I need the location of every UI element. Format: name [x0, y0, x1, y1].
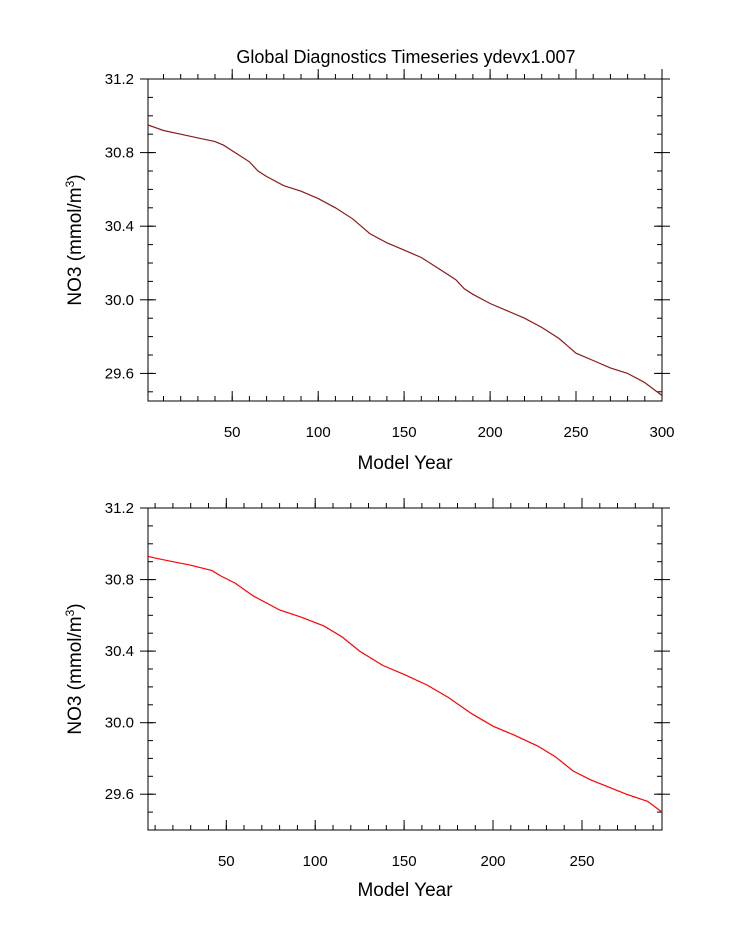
x-tick-label: 50: [218, 853, 235, 870]
chart-title: Global Diagnostics Timeseries ydevx1.007: [236, 47, 575, 67]
y-tick-label: 31.2: [105, 71, 134, 88]
x-tick-label: 150: [392, 424, 417, 441]
y-axis-label-close: ): [65, 603, 86, 609]
x-tick-label: 200: [480, 853, 505, 870]
tick-labels: 50 100 150 200 250 300 29.6 30.0 30.4 30.8 31.2: [105, 71, 675, 441]
axis-ticks: [140, 69, 670, 401]
plot-frame: [147, 507, 663, 831]
y-tick-label: 30.4: [105, 643, 134, 660]
y-axis-label: NO3 (mmol/m3): [63, 174, 86, 305]
series-group: [147, 555, 663, 813]
series-group: [147, 124, 663, 396]
y-tick-label: 29.6: [105, 365, 134, 382]
tick-labels: 50 100 150 200 250 29.6 30.0 30.4 30.8 31.2: [105, 500, 595, 870]
series-line: [147, 555, 663, 813]
y-axis-label-close: ): [65, 174, 86, 180]
plot-frame: [147, 78, 663, 402]
y-tick-label: 30.4: [105, 218, 134, 235]
x-tick-label: 300: [649, 424, 674, 441]
bottom-panel: 50 100 150 200 250 29.6 30.0 30.4 30.8 31.2 Model…: [63, 498, 670, 901]
y-axis-label-main: NO3 (mmol/m: [65, 616, 86, 734]
x-axis-label: Model Year: [357, 453, 453, 474]
x-tick-label: 100: [306, 424, 331, 441]
y-axis-label-sup: 3: [63, 180, 77, 187]
series-line: [147, 124, 663, 396]
x-tick-label: 50: [224, 424, 241, 441]
x-tick-label: 200: [478, 424, 503, 441]
y-axis-label: NO3 (mmol/m3): [63, 603, 86, 734]
x-axis-label: Model Year: [357, 880, 453, 901]
x-tick-label: 100: [303, 853, 328, 870]
y-tick-label: 31.2: [105, 500, 134, 517]
y-tick-label: 30.0: [105, 292, 134, 309]
axis-ticks: [140, 498, 670, 831]
y-axis-label-main: NO3 (mmol/m: [65, 187, 86, 305]
x-tick-label: 150: [392, 853, 417, 870]
x-tick-label: 250: [569, 853, 594, 870]
y-tick-label: 30.8: [105, 145, 134, 162]
y-tick-label: 30.0: [105, 715, 134, 732]
y-tick-label: 29.6: [105, 786, 134, 803]
x-tick-label: 250: [563, 424, 588, 441]
top-panel: 50 100 150 200 250 300 29.6 30.0 30.4 30.8 31.2 Mo…: [63, 69, 675, 474]
y-tick-label: 30.8: [105, 572, 134, 589]
y-axis-label-sup: 3: [63, 609, 77, 616]
